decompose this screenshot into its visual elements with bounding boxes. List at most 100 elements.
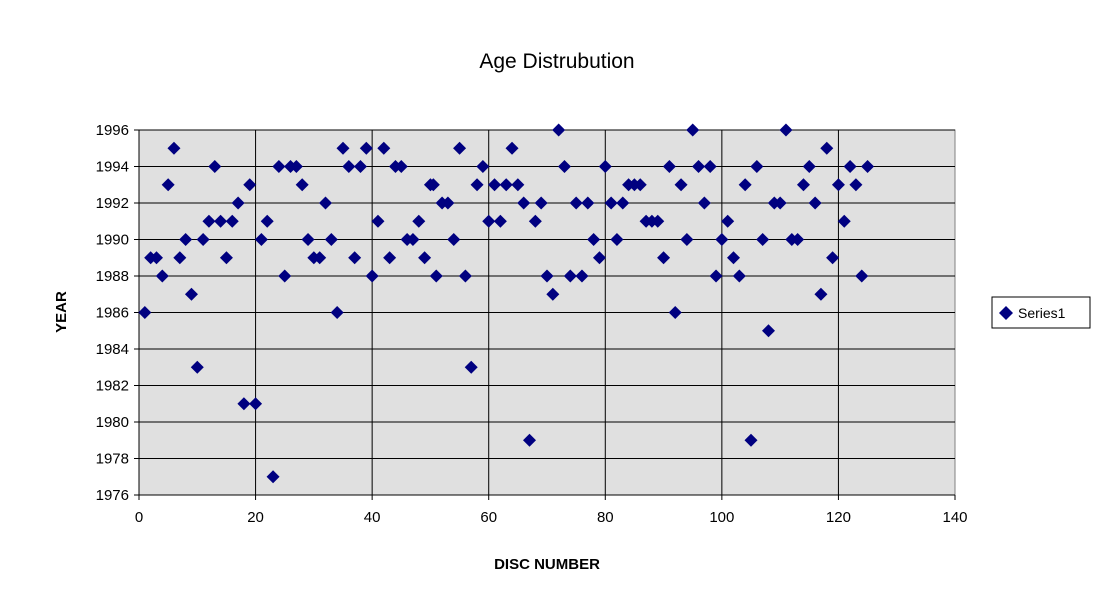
data-point [426, 178, 440, 192]
x-tick-label: 140 [942, 509, 967, 526]
data-point [499, 178, 513, 192]
data-point [843, 160, 857, 173]
data-point [453, 141, 467, 155]
data-point [528, 214, 542, 228]
data-point [365, 269, 379, 283]
data-point [342, 160, 356, 173]
data-point [377, 141, 391, 155]
data-point [353, 160, 367, 173]
data-point [476, 160, 490, 173]
data-point [703, 160, 717, 173]
data-point [412, 214, 426, 228]
data-point [756, 233, 770, 246]
data-point [190, 360, 204, 374]
data-point [563, 269, 577, 283]
data-point [482, 214, 496, 228]
y-tick-label: 1982 [96, 378, 129, 395]
x-axis-ticks: 0 20 40 60 80 100 120 140 [135, 495, 968, 526]
data-point [231, 196, 245, 210]
y-tick-label: 1976 [96, 487, 129, 504]
data-point [138, 306, 152, 319]
x-tick-label: 60 [480, 509, 497, 526]
y-axis-ticks: 1976 1978 1980 1982 1984 1986 1988 1990 1992 1994… [96, 122, 139, 504]
data-point [581, 196, 595, 210]
data-point [371, 214, 385, 228]
data-point [429, 269, 443, 283]
data-point [219, 251, 233, 265]
data-point [149, 251, 163, 265]
data-point [330, 306, 344, 319]
data-point [540, 269, 554, 283]
data-point [738, 178, 752, 192]
x-tick-label: 80 [597, 509, 614, 526]
y-tick-label: 1996 [96, 122, 129, 139]
data-point [517, 196, 531, 210]
data-point [604, 196, 618, 210]
data-point [237, 397, 251, 411]
data-point [196, 233, 210, 246]
data-point [348, 251, 362, 265]
data-point [837, 214, 851, 228]
data-point [488, 178, 502, 192]
data-point [470, 178, 484, 192]
data-point [179, 233, 193, 246]
y-tick-label: 1984 [96, 341, 129, 358]
data-point [779, 123, 793, 137]
data-point [721, 214, 735, 228]
data-point [668, 306, 682, 319]
y-tick-label: 1978 [96, 451, 129, 468]
data-point [750, 160, 764, 173]
data-point [598, 160, 612, 173]
x-axis-label: DISC NUMBER [494, 556, 600, 573]
data-point [686, 123, 700, 137]
data-point [831, 178, 845, 192]
data-point [254, 233, 268, 246]
data-point [418, 251, 432, 265]
x-tick-label: 0 [135, 509, 143, 526]
data-point [406, 233, 420, 246]
data-point [662, 160, 676, 173]
legend-marker-diamond-icon [999, 306, 1013, 320]
data-point [225, 214, 239, 228]
data-point [692, 160, 706, 173]
data-point [855, 269, 869, 283]
legend-entry-series1: Series1 [1018, 305, 1066, 321]
data-point [523, 433, 537, 447]
data-point [569, 196, 583, 210]
y-tick-label: 1986 [96, 305, 129, 322]
data-point [534, 196, 548, 210]
data-point [289, 160, 303, 173]
data-point [773, 196, 787, 210]
x-tick-label: 20 [247, 509, 264, 526]
data-point [592, 251, 606, 265]
data-point [651, 214, 665, 228]
data-point [493, 214, 507, 228]
data-point [336, 141, 350, 155]
data-point [272, 160, 286, 173]
data-point [458, 269, 472, 283]
data-point [616, 196, 630, 210]
y-tick-label: 1992 [96, 195, 129, 212]
data-point [214, 214, 228, 228]
data-point [155, 269, 169, 283]
legend: Series1 [991, 296, 1091, 329]
data-point [511, 178, 525, 192]
data-point [849, 178, 863, 192]
data-point [557, 160, 571, 173]
y-tick-label: 1988 [96, 268, 129, 285]
data-point [505, 141, 519, 155]
data-point [260, 214, 274, 228]
y-axis-label: YEAR [53, 291, 70, 333]
y-tick-label: 1990 [96, 232, 129, 249]
data-point [796, 178, 810, 192]
data-points [138, 123, 875, 484]
data-point [802, 160, 816, 173]
data-point [278, 269, 292, 283]
data-point [243, 178, 257, 192]
data-point [680, 233, 694, 246]
data-point [715, 233, 729, 246]
data-point [301, 233, 315, 246]
data-point [167, 141, 181, 155]
data-point [295, 178, 309, 192]
